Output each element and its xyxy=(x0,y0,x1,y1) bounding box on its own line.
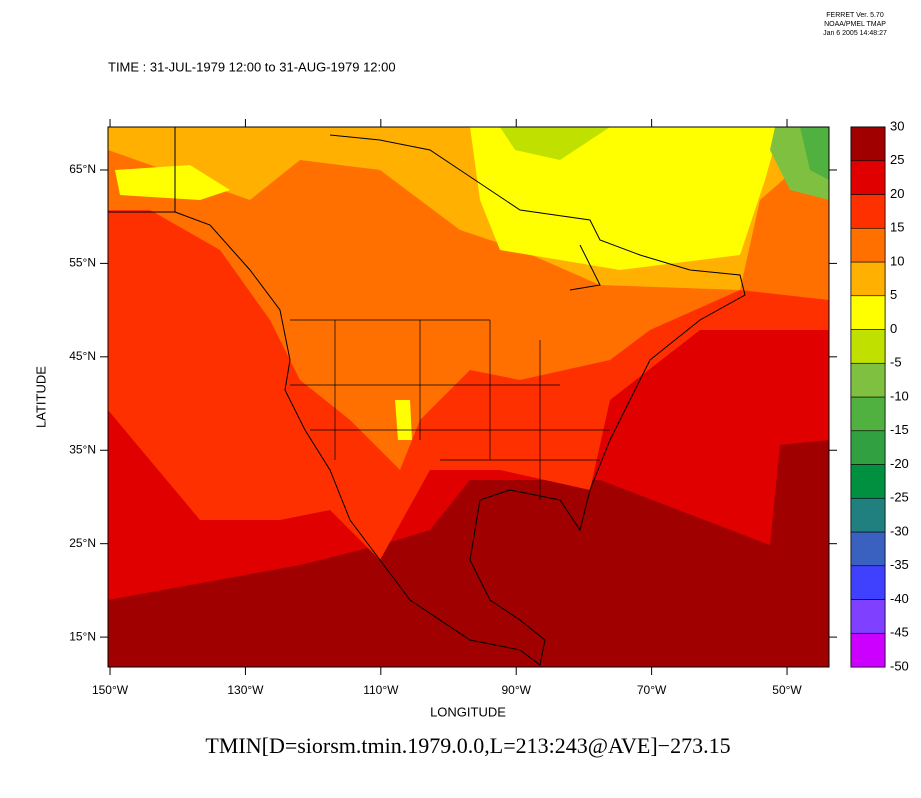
colorbar-label: -45 xyxy=(890,625,909,640)
x-tick-label: 110°W xyxy=(363,683,399,697)
x-tick-label: 90°W xyxy=(501,683,531,697)
lab: NOAA/PMEL TMAP xyxy=(824,21,886,28)
date: Jan 6 2005 14:48:27 xyxy=(823,30,887,37)
colorbar-label: 5 xyxy=(890,287,897,302)
zone xyxy=(470,127,780,270)
colorbar-label: 30 xyxy=(890,118,904,133)
y-tick-label: 15°N xyxy=(69,629,96,643)
colorbar-cell xyxy=(850,126,886,162)
caption: TMIN[D=siorsm.tmin.1979.0.0,L=213:243@AV… xyxy=(205,733,730,758)
colorbar-label: -35 xyxy=(890,557,909,572)
colorbar-label: -25 xyxy=(890,490,909,505)
y-tick-label: 55°N xyxy=(69,256,96,270)
colorbar-label: 20 xyxy=(890,186,904,201)
y-tick-label: 35°N xyxy=(69,442,96,456)
colorbar-cell xyxy=(850,329,886,364)
y-tick-label: 25°N xyxy=(69,536,96,550)
colorbar-label: -30 xyxy=(890,523,909,538)
colorbar-label: -20 xyxy=(890,456,909,471)
map-field xyxy=(108,127,829,667)
colorbar-cell xyxy=(850,194,886,229)
colorbar-label: -5 xyxy=(890,355,902,370)
plot-frame xyxy=(107,126,830,668)
x-tick-label: 50°W xyxy=(772,683,802,697)
colorbar-cell xyxy=(850,430,886,465)
zone xyxy=(800,127,829,180)
colorbar-label: -40 xyxy=(890,591,909,606)
colorbar-cell xyxy=(850,160,886,195)
colorbar-cell xyxy=(850,295,886,330)
colorbar-label: 0 xyxy=(890,321,897,336)
colorbar-cell xyxy=(850,599,886,634)
colorbar-cell xyxy=(850,464,886,499)
y-tick-label: 45°N xyxy=(69,349,96,363)
colorbar-cell xyxy=(850,632,886,668)
colorbar-cell xyxy=(850,227,886,263)
colorbar-cell xyxy=(850,531,886,567)
colorbar-cell xyxy=(850,396,886,432)
colorbar-cell xyxy=(850,362,886,398)
colorbar-label: -10 xyxy=(890,388,909,403)
colorbar-label: 25 xyxy=(890,152,904,167)
colorbar-label: 10 xyxy=(890,253,904,268)
zone xyxy=(115,165,230,200)
colorbar-cell xyxy=(850,497,886,533)
colorbar-label: -50 xyxy=(890,658,909,673)
borders xyxy=(290,319,610,500)
zone xyxy=(500,127,610,160)
colorbar-cell xyxy=(850,261,886,297)
x-tick-label: 150°W xyxy=(92,683,129,697)
time-title: TIME : 31-JUL-1979 12:00 to 31-AUG-1979 … xyxy=(108,59,396,74)
coastline xyxy=(108,127,746,666)
colorbar-label: -15 xyxy=(890,422,909,437)
colorbar-label: 15 xyxy=(890,220,904,235)
x-tick-label: 70°W xyxy=(637,683,667,697)
colorbar-cell xyxy=(850,565,886,600)
y-axis-label: LATITUDE xyxy=(33,366,48,428)
y-tick-label: 65°N xyxy=(69,162,96,176)
version: FERRET Ver. 5.70 xyxy=(826,12,884,19)
x-axis-label: LONGITUDE xyxy=(430,704,506,719)
x-tick-label: 130°W xyxy=(227,683,264,697)
